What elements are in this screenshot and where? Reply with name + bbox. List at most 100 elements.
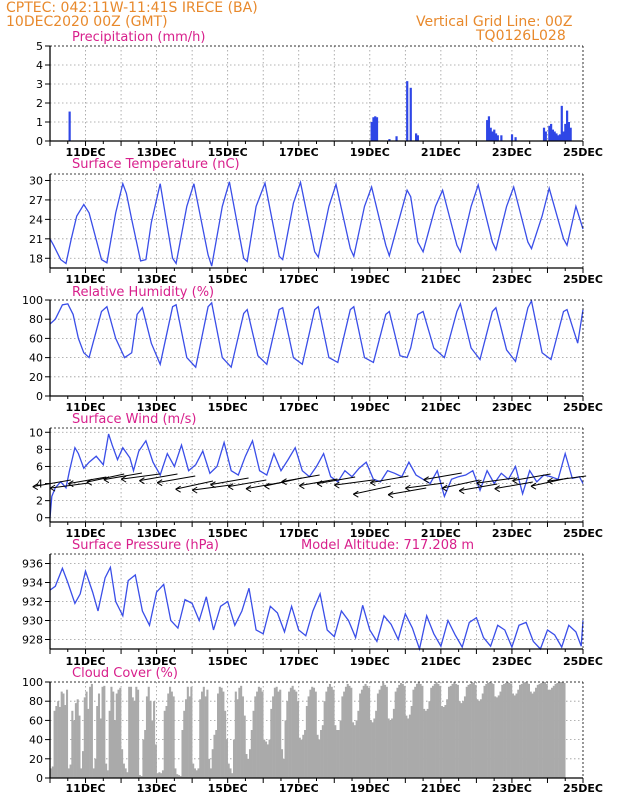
cloud-cover-bar [352, 722, 355, 778]
wind-arrow-head [156, 479, 163, 484]
cloud-cover-ytick-label: 60 [29, 714, 43, 727]
cloud-cover-bar [519, 684, 522, 778]
cloud-cover-bar [282, 758, 285, 778]
cloud-cover-bar [62, 693, 65, 778]
cloud-cover-bar [53, 710, 56, 778]
cloud-cover-bar [488, 682, 491, 778]
cloud-cover-bar [90, 683, 93, 778]
temperature-ytick-label: 24 [29, 213, 43, 226]
cloud-cover-bar [551, 687, 554, 778]
cloud-cover-bar [460, 703, 463, 778]
cloud-cover-bar [50, 768, 53, 778]
cloud-cover-xtick-label: 17DEC [279, 782, 319, 795]
cloud-cover-bar [387, 718, 390, 778]
wind-arrow-head [353, 490, 359, 495]
cloud-cover-bar [437, 683, 440, 778]
cloud-cover-title: Cloud Cover (%) [72, 666, 178, 681]
cloud-cover-bar [337, 730, 340, 778]
cloud-cover-bar [442, 706, 445, 778]
cloud-cover-bar [218, 686, 221, 778]
cloud-cover-bar [163, 710, 166, 778]
cloud-cover-bar [307, 696, 310, 778]
wind-arrow [316, 476, 356, 485]
cloud-cover-bar [80, 768, 83, 778]
pressure-xtick-label: 13DEC [137, 655, 177, 668]
wind-arrow-head [120, 475, 127, 480]
cloud-cover-bar [51, 766, 54, 778]
cloud-cover-bar [323, 701, 326, 778]
cloud-cover-bar [515, 693, 518, 778]
cloud-cover-ytick-label: 40 [29, 734, 43, 747]
wind-arrow-head [103, 479, 110, 484]
cloud-cover-bar [547, 689, 550, 778]
cloud-cover-bar [197, 768, 200, 778]
wind-arrow-head [281, 481, 287, 486]
cloud-cover-bar [69, 764, 72, 778]
wind-arrow-head [264, 482, 270, 487]
humidity-xtick-label: 21DEC [421, 401, 461, 414]
cloud-cover-bar [99, 718, 102, 778]
cloud-cover-bar [540, 682, 543, 778]
wind-arrow [68, 476, 107, 485]
cloud-cover-bar [55, 706, 58, 778]
wind-arrow [370, 475, 409, 484]
temperature-xtick-label: 11DEC [66, 273, 106, 286]
precipitation-bar [548, 125, 551, 141]
cloud-cover-bar [204, 696, 207, 778]
precipitation-bar [388, 139, 391, 141]
pressure-line [49, 565, 584, 652]
wind-line [49, 433, 584, 518]
cloud-cover-bar [208, 758, 211, 778]
cloud-cover-bar [414, 686, 417, 778]
cloud-cover-bar [289, 687, 292, 778]
cloud-cover-bar [336, 730, 339, 778]
wind-arrow [192, 484, 231, 491]
cloud-cover-bar [149, 701, 152, 778]
cloud-cover-bar [144, 730, 147, 778]
cloud-cover-bar [558, 682, 561, 778]
cloud-cover-bar [94, 758, 97, 778]
cloud-cover-bar [376, 693, 379, 778]
cloud-cover-bar [526, 682, 529, 778]
wind-arrow [547, 475, 587, 482]
cloud-cover-bar [234, 691, 237, 778]
cloud-cover-bar [293, 689, 296, 778]
cloud-cover-bar [217, 693, 220, 778]
wind-arrow-head [494, 485, 500, 490]
cloud-cover-bar [220, 687, 223, 778]
wind-arrow [353, 485, 391, 495]
pressure-panel: 928 930 932 934 936 11DEC 13DEC 15DEC 17DEC 19DEC… [22, 538, 603, 668]
wind-arrow-head [299, 482, 305, 487]
cloud-cover-bar [280, 749, 284, 778]
cloud-cover-bar [527, 683, 530, 778]
cloud-cover-bar [321, 725, 324, 778]
wind-arrow-head [530, 482, 537, 487]
wind-arrow-head [191, 489, 198, 494]
cloud-cover-bar [359, 693, 362, 778]
cloud-cover-bar [320, 730, 323, 778]
cloud-cover-bar [71, 710, 74, 778]
cloud-cover-bar [195, 770, 198, 778]
cloud-cover-bar [508, 682, 511, 778]
cloud-cover-bar [554, 683, 557, 778]
cloud-cover-bar [316, 734, 319, 778]
wind-arrow-head [120, 478, 127, 483]
precipitation-bar [542, 127, 546, 141]
temperature-ytick-label: 18 [29, 252, 43, 265]
cloud-cover-bar [240, 685, 243, 778]
cloud-cover-bar [161, 770, 165, 778]
wind-arrow-head [49, 487, 56, 492]
cloud-cover-bar [325, 691, 328, 778]
wind-arrow-head [423, 479, 429, 484]
wind-arrow-head [175, 485, 181, 490]
wind-arrow-head [530, 485, 537, 490]
wind-arrow-head [547, 477, 553, 482]
pressure-title: Surface Pressure (hPa) [72, 538, 219, 553]
precipitation-bar [374, 116, 377, 141]
temperature-xtick-label: 21DEC [421, 273, 461, 286]
cloud-cover-bar [190, 686, 193, 778]
cloud-cover-bar [215, 730, 218, 778]
cloud-cover-bar [270, 708, 273, 778]
wind-arrow-head [405, 487, 411, 492]
